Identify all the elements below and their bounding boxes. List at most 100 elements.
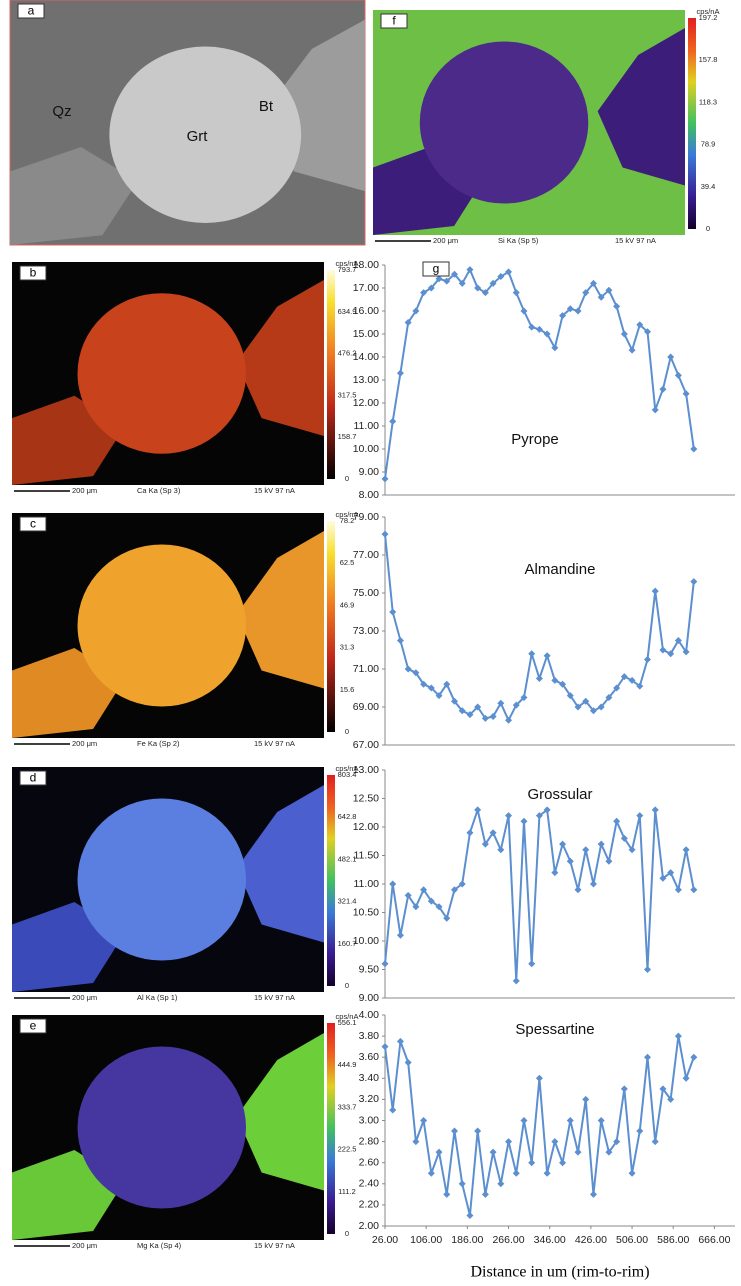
data-point — [543, 652, 551, 660]
data-point — [520, 817, 528, 825]
data-point — [636, 1127, 644, 1135]
colorbar-tick-label: 0 — [345, 1229, 349, 1238]
y-tick-label: 17.00 — [353, 282, 379, 294]
data-point — [481, 714, 489, 722]
data-point — [644, 966, 651, 973]
data-point — [443, 1190, 451, 1198]
y-tick-label: 12.00 — [353, 397, 379, 409]
y-tick-label: 12.00 — [353, 821, 379, 833]
y-tick-label: 10.00 — [353, 443, 379, 455]
data-point — [474, 1127, 482, 1135]
data-point — [620, 834, 628, 842]
panel-letter-box — [19, 770, 47, 786]
data-point — [420, 680, 428, 688]
y-tick-label: 13.00 — [353, 764, 379, 776]
data-point — [481, 289, 489, 297]
y-tick-label: 11.00 — [354, 878, 380, 890]
mineral-patch — [236, 279, 324, 436]
data-point — [381, 1043, 389, 1051]
data-point — [520, 307, 528, 315]
data-point — [497, 699, 505, 707]
garnet-grain — [419, 41, 589, 204]
data-point — [651, 1138, 659, 1146]
scale-bar-label: 200 μm — [433, 236, 458, 245]
colorbar-tick-label: 482.1 — [338, 854, 357, 863]
data-point — [412, 669, 420, 677]
y-tick-label: 3.20 — [359, 1093, 380, 1105]
data-point — [466, 266, 474, 274]
colorbar-unit: cps/nA — [336, 510, 359, 519]
data-point — [381, 960, 389, 968]
colorbar-tick-label: 333.7 — [338, 1102, 357, 1111]
data-point — [644, 328, 651, 336]
x-tick-label: 426.00 — [575, 1234, 607, 1246]
data-point — [636, 812, 644, 820]
data-point — [605, 1148, 613, 1156]
data-point — [404, 891, 412, 899]
colorbar-unit: cps/nA — [336, 764, 359, 773]
data-point — [574, 1148, 582, 1156]
data-point — [566, 305, 574, 313]
data-point — [427, 284, 435, 292]
data-point — [589, 707, 597, 715]
data-point — [505, 716, 513, 724]
panel-letter: a — [28, 4, 35, 18]
colorbar-tick-label: 197.2 — [699, 13, 718, 22]
y-tick-label: 75.00 — [353, 587, 379, 599]
data-point — [613, 817, 621, 825]
signal-label: Mg Ka (Sp 4) — [137, 1241, 182, 1250]
data-point — [489, 1148, 497, 1156]
conditions-label: 15 kV 97 nA — [615, 236, 656, 245]
y-tick-label: 14.00 — [353, 351, 379, 363]
data-point — [667, 353, 675, 361]
data-point — [613, 1138, 621, 1146]
colorbar — [327, 521, 335, 732]
data-point — [381, 530, 389, 538]
data-point — [481, 1190, 489, 1198]
data-point — [644, 1053, 651, 1061]
data-point — [450, 886, 458, 894]
signal-label: Al Ka (Sp 1) — [137, 993, 178, 1002]
data-line — [384, 1035, 695, 1216]
colorbar-tick-label: 0 — [706, 224, 710, 233]
colorbar-tick-label: 803.4 — [338, 770, 357, 779]
colorbar — [327, 270, 335, 479]
series-title: Pyrope — [511, 431, 559, 448]
data-point — [543, 1169, 551, 1177]
data-point — [466, 711, 474, 719]
data-point — [682, 648, 690, 656]
data-point — [559, 680, 567, 688]
data-point — [381, 475, 389, 483]
panel-letter: b — [30, 266, 37, 280]
data-point — [597, 293, 605, 301]
data-point — [497, 273, 505, 280]
data-point — [474, 703, 482, 711]
y-tick-label: 3.80 — [359, 1030, 380, 1042]
data-point — [535, 1074, 543, 1082]
conditions-label: 15 kV 97 nA — [254, 486, 295, 495]
y-tick-label: 79.00 — [353, 511, 379, 523]
panel-letter: d — [30, 771, 37, 785]
data-point — [520, 1117, 528, 1124]
data-point — [667, 1095, 675, 1103]
data-point — [443, 277, 451, 285]
data-point — [427, 684, 435, 692]
data-point — [636, 321, 644, 329]
colorbar-tick-label: 158.7 — [338, 432, 357, 441]
panel-letter: g — [433, 262, 440, 276]
y-tick-label: 2.00 — [359, 1220, 380, 1232]
colorbar-tick-label: 46.9 — [340, 600, 355, 609]
data-point — [412, 1138, 420, 1146]
data-point — [628, 1169, 636, 1177]
data-point — [535, 675, 543, 682]
x-tick-label: 666.00 — [698, 1234, 730, 1246]
colorbar-tick-label: 15.6 — [340, 685, 355, 694]
y-tick-label: 73.00 — [353, 625, 379, 637]
data-point — [389, 417, 397, 425]
data-point — [497, 846, 505, 854]
data-point — [458, 1180, 466, 1188]
y-tick-label: 8.00 — [359, 489, 380, 501]
data-point — [396, 931, 404, 939]
panel-letter-box — [380, 13, 408, 29]
